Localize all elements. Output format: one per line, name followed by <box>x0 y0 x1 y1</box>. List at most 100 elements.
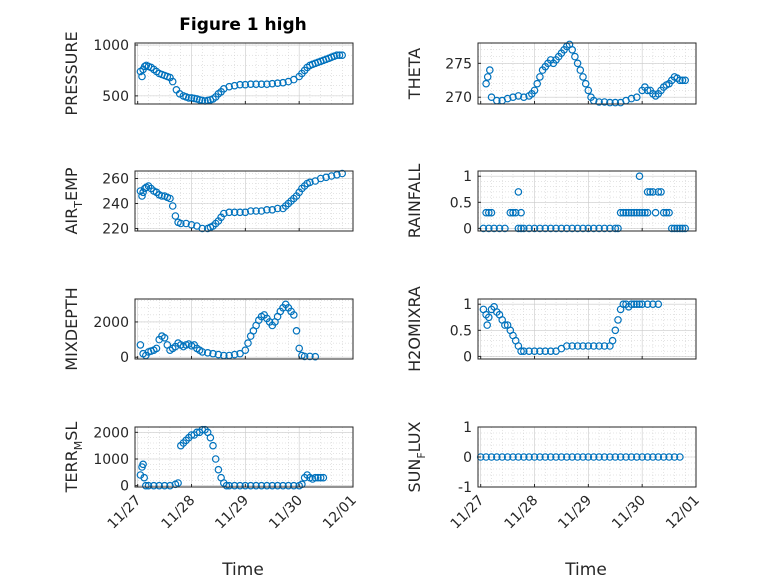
data-point <box>635 300 644 309</box>
data-point <box>241 346 250 355</box>
data-point <box>562 342 571 350</box>
data-point <box>209 441 217 450</box>
axes-background <box>135 43 353 104</box>
data-point <box>595 342 603 350</box>
x-tick-label: 11/29 <box>555 493 595 533</box>
data-point <box>273 481 282 490</box>
y-tick-label: 0 <box>120 350 129 366</box>
data-point <box>483 73 492 81</box>
data-point <box>168 202 177 210</box>
data-point <box>678 224 687 233</box>
data-point <box>209 349 217 358</box>
subplot-pressure: 500 1000 PRESSURE <box>62 31 354 116</box>
y-axis-label: RAINFALL <box>405 164 424 239</box>
data-point <box>203 348 212 357</box>
data-point <box>514 92 523 100</box>
data-point <box>589 224 598 233</box>
data-point <box>546 453 555 461</box>
axes-frame <box>477 426 697 488</box>
y-axis-label: THETA <box>405 48 424 100</box>
data-point <box>589 342 598 350</box>
y-tick-label: 0.5 <box>450 195 472 211</box>
data-point <box>659 453 668 461</box>
data-point <box>611 98 620 107</box>
data-point <box>649 188 657 196</box>
data-point <box>622 208 630 217</box>
data-point <box>230 81 239 90</box>
data-point <box>236 481 244 490</box>
data-point <box>273 79 282 88</box>
axes-frame <box>477 170 697 232</box>
data-point <box>614 224 622 233</box>
data-point <box>632 93 641 102</box>
data-point <box>257 80 266 89</box>
data-point <box>335 51 344 60</box>
data-point <box>654 300 663 309</box>
data-point <box>316 473 325 482</box>
data-point <box>657 188 665 196</box>
data-point <box>654 453 663 461</box>
data-point <box>568 342 577 350</box>
data-point <box>573 224 582 233</box>
axes-frame <box>134 298 354 360</box>
data-point <box>681 76 690 85</box>
data-point <box>246 481 255 490</box>
data-point <box>579 224 587 233</box>
data-point <box>530 453 539 461</box>
data-point <box>676 224 684 233</box>
data-point <box>506 208 515 217</box>
data-point <box>630 300 638 309</box>
y-tick-label: 2000 <box>93 425 129 441</box>
data-point <box>257 481 266 490</box>
data-point <box>503 94 512 103</box>
y-tick-label: 270 <box>445 90 472 106</box>
y-tick-label: -1 <box>458 480 472 496</box>
data-point <box>511 208 520 217</box>
y-axis-label: AIRTEMP <box>62 167 85 234</box>
data-point <box>517 208 525 217</box>
data-point <box>158 192 166 200</box>
data-point <box>160 333 169 342</box>
data-point <box>641 208 649 217</box>
data-point <box>519 453 528 461</box>
data-point <box>316 174 325 183</box>
data-point <box>665 208 673 217</box>
data-point <box>667 224 676 233</box>
y-tick-label: 0 <box>120 479 129 495</box>
data-point <box>138 192 146 200</box>
x-tick-label: 11/27 <box>105 493 145 533</box>
data-point <box>638 300 647 309</box>
data-point <box>649 300 657 309</box>
data-point <box>168 77 177 86</box>
data-point <box>289 481 298 490</box>
y-tick-label: 0.5 <box>450 323 472 339</box>
data-point <box>319 473 328 482</box>
data-point <box>138 72 146 81</box>
x-axis-label-left: Time <box>221 560 264 580</box>
data-point <box>490 224 498 233</box>
data-point <box>632 208 641 217</box>
data-point <box>665 453 673 461</box>
data-point <box>498 453 507 461</box>
data-point <box>630 208 638 217</box>
data-point <box>632 300 641 309</box>
data-point <box>175 90 184 98</box>
data-point <box>252 80 260 89</box>
data-point <box>263 481 271 490</box>
data-point <box>562 224 571 233</box>
data-point <box>536 453 544 461</box>
data-point <box>279 78 287 87</box>
data-point <box>519 347 528 356</box>
data-point <box>338 169 347 178</box>
data-point <box>573 59 582 68</box>
data-point <box>492 453 501 461</box>
data-point <box>155 481 164 490</box>
data-point <box>177 219 185 228</box>
data-point <box>338 51 347 60</box>
y-tick-label: 500 <box>102 89 129 105</box>
data-point <box>525 453 533 461</box>
data-point <box>214 465 223 474</box>
y-tick-label: 0 <box>463 450 472 466</box>
data-point <box>606 453 614 461</box>
data-point <box>236 349 244 358</box>
